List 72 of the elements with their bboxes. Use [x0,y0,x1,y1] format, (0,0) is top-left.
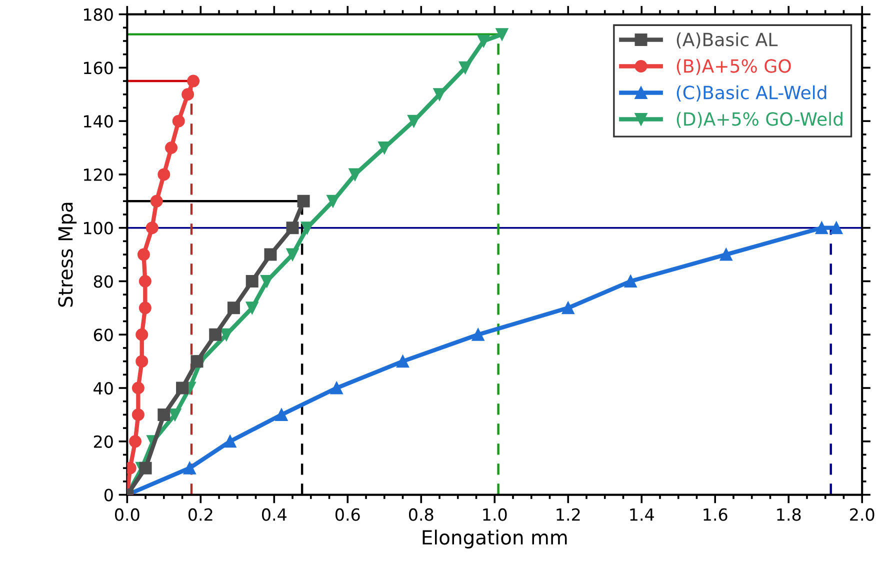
point [496,28,508,41]
point [246,274,258,288]
point [165,142,178,154]
point [182,88,194,101]
y-tick-label: 0 [104,488,113,502]
y-tick-label: 20 [94,435,113,448]
x-tick-label: 0.0 [115,508,140,521]
x-tick-label: 1.0 [483,508,507,521]
point [830,222,843,234]
point [297,194,310,208]
x-tick-label: 0.8 [408,508,434,521]
point [129,435,142,448]
legend-label: (B)A+5% GO [676,58,791,75]
y-tick-label: 60 [94,328,113,342]
point [168,408,182,421]
x-tick-label: 1.2 [556,508,580,521]
legend-label: (A)Basic AL [676,32,778,48]
legend-label: (D)A+5% GO-Weld [676,112,842,128]
point [138,302,152,314]
y-tick-label: 180 [84,8,113,21]
x-tick-label: 0.4 [262,508,286,521]
point [246,302,258,314]
x-tick-label: 0.6 [335,508,360,521]
point [720,248,732,261]
y-tick-label: 100 [84,222,113,234]
point [137,248,150,261]
y-axis-title: Stress Mpa [58,202,77,307]
point [138,274,152,288]
point [183,462,196,474]
point [815,222,828,234]
y-tick-label: 80 [94,275,113,288]
point [190,355,204,368]
point [264,248,277,261]
point [132,408,144,421]
point [330,382,343,394]
point [396,355,410,368]
point [300,222,314,234]
point [187,74,200,88]
x-tick-label: 1.6 [704,508,728,521]
point [286,248,299,261]
point [624,274,637,288]
point [176,382,189,394]
y-tick-label: 160 [84,62,113,74]
point [224,435,236,448]
point [139,462,152,474]
x-tick-label: 2.0 [850,508,874,521]
x-tick-label: 1.8 [777,508,801,521]
point [286,222,299,234]
point [477,34,490,48]
x-tick-label: 1.4 [630,508,654,521]
point [275,408,288,421]
point [433,88,446,101]
x-tick-label: 0.2 [188,508,212,521]
point [158,408,170,421]
y-tick-label: 140 [84,115,113,128]
point [150,194,163,208]
y-tick-label: 120 [84,168,113,182]
point [146,222,158,234]
point [158,168,170,181]
point [227,302,240,314]
point [132,382,144,394]
x-axis-title: Elongation mm [422,530,567,548]
point [136,328,148,341]
point [209,328,222,341]
point [326,194,340,208]
point [172,114,185,128]
point [472,328,484,341]
y-tick-label: 40 [94,382,113,395]
legend-label: (C)Basic AL-Weld [676,85,826,102]
point [562,302,574,314]
point [136,355,148,368]
point [458,61,472,74]
